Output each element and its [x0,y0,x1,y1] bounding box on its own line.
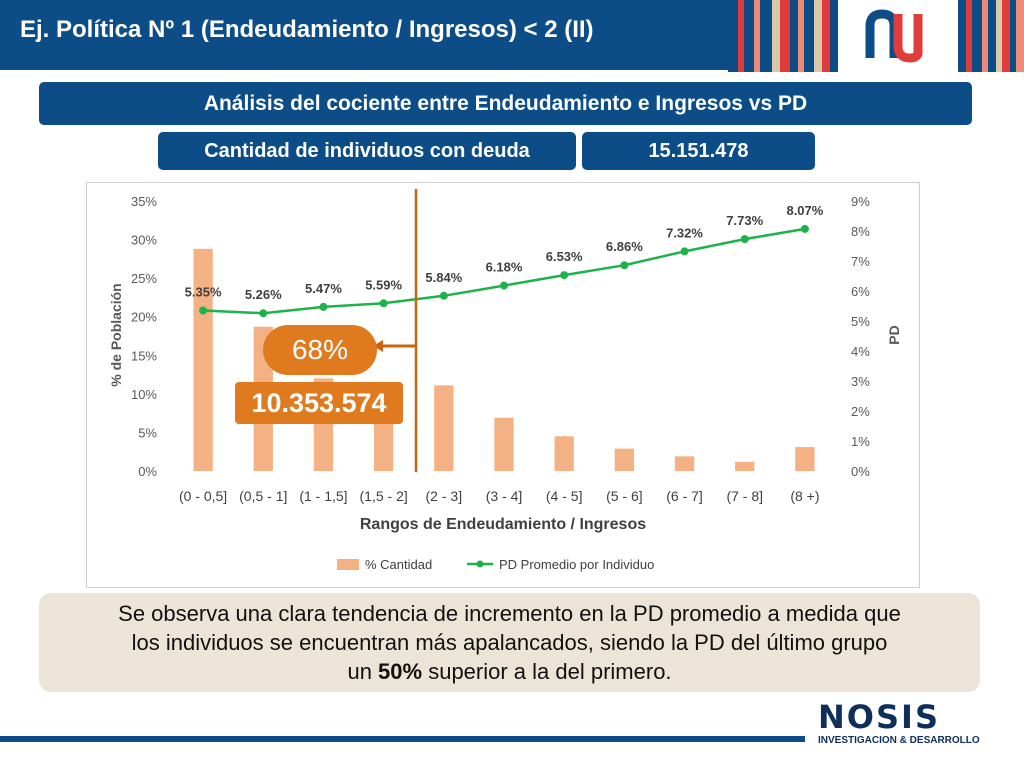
legend-bar-label: % Cantidad [365,557,432,572]
y2-tick-label: 5% [851,314,870,329]
y2-tick-label: 6% [851,284,870,299]
bar-4 [434,385,454,471]
count-label-box: Cantidad de individuos con deuda [158,132,576,170]
footer-bar [0,736,805,742]
conclusion-bold: 50% [378,659,423,684]
y2-tick-label: 0% [851,464,870,479]
x-tick-label: (5 - 6] [606,488,643,504]
x-tick-label: (1,5 - 2] [360,488,408,504]
conclusion-pre: un [347,659,379,684]
conclusion-line-2: los individuos se encuentran más apalanc… [131,630,888,655]
decorative-stripes-left [728,0,838,72]
pd-point-3 [379,299,388,308]
x-tick-label: (1 - 1,5] [299,488,347,504]
y-tick-label: 35% [131,194,157,209]
pd-point-2 [319,302,328,311]
y-tick-label: 0% [138,464,157,479]
pd-point-0 [199,306,208,315]
x-tick-label: (0 - 0,5] [179,488,227,504]
x-tick-label: (0,5 - 1] [239,488,287,504]
pd-data-label: 5.84% [425,270,462,285]
y-tick-label: 30% [131,233,157,248]
bar-10 [795,447,815,471]
bar-8 [674,456,695,471]
pd-data-label: 6.86% [606,239,643,254]
pd-point-7 [620,261,629,270]
count-value-box: 15.151.478 [582,132,815,170]
x-axis-title: Rangos de Endeudamiento / Ingresos [360,516,646,533]
x-tick-label: (7 - 8] [726,488,763,504]
decorative-stripes-right [958,0,1024,72]
bar-5 [494,417,514,471]
pd-point-1 [259,309,268,318]
legend-line-marker [476,560,484,568]
x-tick-label: (2 - 3] [426,488,463,504]
conclusion-line-1: Se observa una clara tendencia de increm… [118,601,901,626]
pd-data-label: 5.59% [365,277,402,292]
y2-tick-label: 4% [851,344,870,359]
x-tick-label: (4 - 5] [546,488,583,504]
callout-percent: 68% [263,325,377,375]
pd-point-8 [680,247,689,256]
pd-data-label: 5.26% [245,287,282,302]
y2-tick-label: 8% [851,224,870,239]
y-tick-label: 15% [131,348,157,363]
pd-data-label: 5.47% [305,281,342,296]
pd-point-10 [800,224,809,233]
y-tick-label: 25% [131,271,157,286]
combo-chart: 0% 5% 10% 15% 20% 25% 30% 35% 0% 1% 2% 3% 4% 5% 6% 7% 8… [108,189,902,572]
bar-0 [193,248,213,471]
pd-data-label: 6.18% [486,260,523,275]
nosis-logo-icon [865,9,923,63]
footer-tagline: INVESTIGACION & DESARROLLO [818,735,980,746]
x-tick-label: (3 - 4] [486,488,523,504]
x-tick-label: (6 - 7] [666,488,703,504]
pd-point-5 [500,281,508,290]
y-axis-title: % de Población [108,283,124,386]
pd-data-label: 7.73% [726,213,763,228]
title-bar: Ej. Política Nº 1 (Endeudamiento / Ingre… [0,0,730,70]
conclusion-line-3: un 50% superior a la del primero. [39,657,980,686]
y2-tick-label: 3% [851,374,870,389]
bar-3 [374,409,394,471]
count-label: Cantidad de individuos con deuda [204,139,530,162]
bar-7 [614,448,634,471]
bar-6 [554,436,574,471]
conclusion-box: Se observa una clara tendencia de increm… [39,593,980,692]
legend-bar-swatch [337,559,359,570]
y-tick-label: 10% [131,387,157,402]
pd-data-label: 5.35% [185,285,222,300]
y2-tick-label: 2% [851,404,870,419]
y2-tick-label: 1% [851,434,870,449]
callout-count: 10.353.574 [235,382,403,424]
pd-point-6 [560,271,569,280]
slide-title: Ej. Política Nº 1 (Endeudamiento / Ingre… [20,16,594,43]
subtitle-text: Análisis del cociente entre Endeudamient… [203,91,808,115]
y2-axis-title: PD [886,325,902,344]
callout-arrow [373,340,415,352]
y2-tick-label: 9% [851,194,870,209]
y-tick-label: 20% [131,310,157,325]
y2-tick-label: 7% [851,254,870,269]
legend-line-label: PD Promedio por Individuo [499,557,654,572]
logo-area [838,0,960,72]
pd-point-4 [439,291,448,300]
count-value: 15.151.478 [648,139,749,162]
conclusion-post: superior a la del primero. [422,659,672,684]
y-tick-label: 5% [138,425,157,440]
pd-data-label: 8.07% [786,203,823,218]
pd-data-label: 6.53% [546,249,583,264]
bar-9 [735,461,755,471]
pd-point-9 [740,235,749,244]
x-tick-label: (8 +) [790,488,819,504]
chart-frame: 0% 5% 10% 15% 20% 25% 30% 35% 0% 1% 2% 3% 4% 5% 6% 7% 8… [86,182,920,588]
subtitle-banner: Análisis del cociente entre Endeudamient… [39,82,972,125]
footer-brand: NOSIS [818,698,940,736]
pd-data-label: 7.32% [666,225,703,240]
